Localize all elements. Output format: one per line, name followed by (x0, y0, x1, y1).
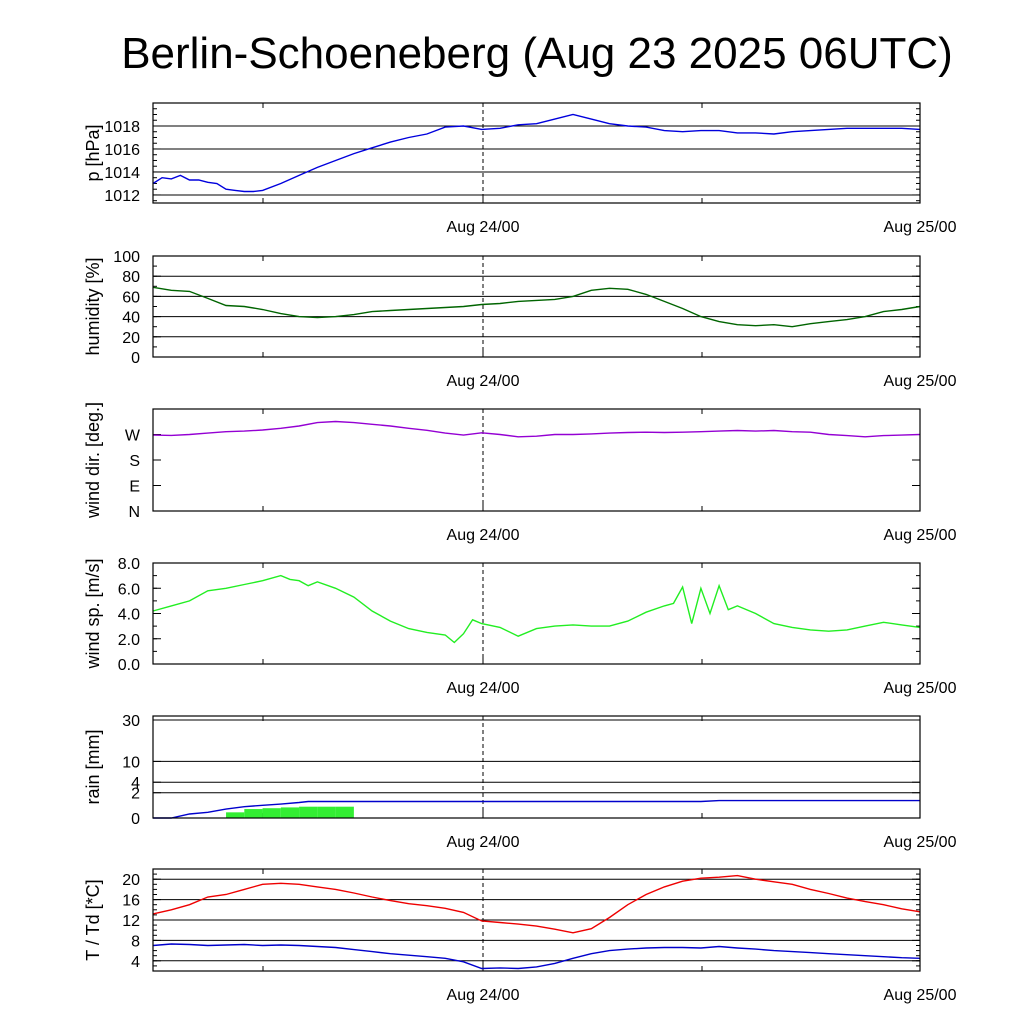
wind-speed-series-line-0 (152, 574, 921, 644)
rain-bar (244, 809, 263, 818)
pressure-frame (152, 102, 921, 204)
pressure-y-axis-label: p [hPa] (83, 124, 103, 181)
humidity-y-tick-label: 60 (122, 289, 140, 306)
wind-speed-y-tick-label: 0.0 (118, 657, 140, 674)
wind-speed-y-axis-label: wind sp. [m/s] (83, 558, 103, 669)
humidity-y-tick-label: 0 (131, 350, 140, 367)
wind-direction-frame (152, 408, 921, 512)
temperature-y-tick-label: 20 (122, 872, 140, 889)
rain-bar (262, 808, 281, 818)
rain-bar (317, 806, 336, 818)
wind-speed-y-tick-label: 6.0 (118, 581, 140, 598)
humidity-y-axis-label: humidity [%] (83, 257, 103, 355)
humidity-frame (152, 255, 921, 358)
rain-x-tick-label: Aug 24/00 (447, 834, 520, 851)
humidity-x-tick-label: Aug 24/00 (447, 373, 520, 390)
pressure-series-line-0 (152, 113, 921, 193)
wind-speed-panel: 0.0 2.0 4.0 6.0 8.0 Aug 24/00 Aug 25/00 wind sp… (83, 556, 957, 697)
rain-bar (226, 812, 245, 818)
temperature-frame (152, 868, 921, 972)
rain-bar (280, 807, 300, 818)
wind-speed-y-tick-label: 2.0 (118, 632, 140, 649)
pressure-y-tick-label: 1012 (104, 188, 140, 205)
rain-y-tick-label: 30 (122, 713, 140, 730)
wind-speed-y-tick-label: 8.0 (118, 556, 140, 573)
humidity-y-tick-label: 40 (122, 310, 140, 327)
rain-bar (299, 806, 318, 818)
rain-y-tick-label: 0 (131, 811, 140, 828)
humidity-y-tick-label: 20 (122, 330, 140, 347)
pressure-y-tick-label: 1014 (104, 165, 140, 182)
temperature-y-axis-label: T / Td [*C] (83, 879, 103, 960)
humidity-y-tick-label: 100 (113, 249, 140, 266)
wind-direction-x-tick-label: Aug 25/00 (884, 527, 957, 544)
temperature-y-tick-label: 12 (122, 913, 140, 930)
wind-direction-y-tick-label: S (129, 453, 140, 470)
pressure-x-tick-label: Aug 24/00 (447, 219, 520, 236)
wind-direction-x-tick-label: Aug 24/00 (447, 527, 520, 544)
rain-bar (335, 806, 354, 818)
wind-speed-x-tick-label: Aug 24/00 (447, 680, 520, 697)
wind-speed-frame (152, 562, 921, 665)
wind-direction-y-axis-label: wind dir. [deg.] (83, 402, 103, 519)
rain-series-line-0 (153, 799, 920, 819)
wind-speed-x-tick-label: Aug 25/00 (884, 680, 957, 697)
temperature-x-tick-label: Aug 24/00 (447, 987, 520, 1004)
chart-title: Berlin-Schoeneberg (Aug 23 2025 06UTC) (121, 29, 953, 78)
humidity-y-tick-label: 80 (122, 269, 140, 286)
rain-y-tick-label: 10 (122, 754, 140, 771)
humidity-series-line-0 (152, 286, 921, 328)
wind-direction-y-tick-label: N (128, 504, 140, 521)
temperature-y-tick-label: 16 (122, 893, 140, 910)
pressure-y-tick-label: 1018 (104, 119, 140, 136)
temperature-series-line-1 (152, 943, 921, 970)
rain-y-tick-label: 4 (131, 775, 140, 792)
wind-direction-y-tick-label: E (129, 479, 140, 496)
temperature-series-line-0 (152, 874, 921, 934)
rain-x-tick-label: Aug 25/00 (884, 834, 957, 851)
rain-y-tick-label: 2 (131, 786, 140, 803)
rain-y-axis-label: rain [mm] (83, 729, 103, 804)
temperature-x-tick-label: Aug 25/00 (884, 987, 957, 1004)
humidity-panel: 0 20 40 60 80 100 Aug 24/00 Aug 25/00 humidity [… (83, 249, 957, 390)
temperature-panel: 4 8 12 16 20 Aug 24/00 Aug 25/00 T / Td [*C] (83, 868, 957, 1004)
rain-panel: 0 24 10 30 Aug 24/00 Aug 25/00 rain [mm] (83, 713, 957, 851)
wind-direction-series-line-0 (152, 420, 921, 438)
pressure-x-tick-label: Aug 25/00 (884, 219, 957, 236)
temperature-y-tick-label: 4 (131, 954, 140, 971)
pressure-panel: 1012 1014 1016 1018 Aug 24/00 Aug 25/00 p [hPa… (83, 102, 957, 236)
pressure-y-tick-label: 1016 (104, 142, 140, 159)
temperature-y-tick-label: 8 (131, 933, 140, 950)
humidity-x-tick-label: Aug 25/00 (884, 373, 957, 390)
wind-speed-y-tick-label: 4.0 (118, 607, 140, 624)
wind-direction-y-tick-label: W (125, 428, 141, 445)
rain-frame (152, 715, 921, 819)
